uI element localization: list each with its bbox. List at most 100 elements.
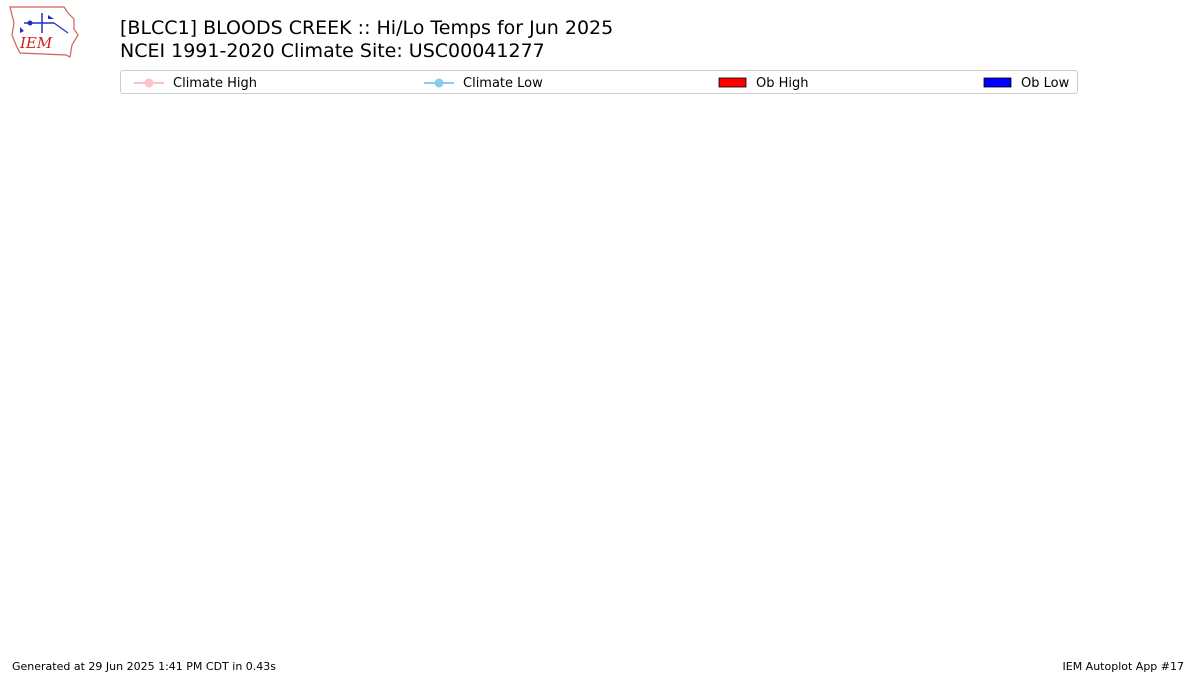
y-tick-label: 30	[96, 571, 113, 586]
ob-high-label: 79	[667, 127, 684, 142]
ob-high-label: 75	[347, 163, 364, 178]
ob-low-bar	[775, 567, 786, 609]
climate-high-point	[643, 189, 653, 199]
ob-high-label: 78	[379, 136, 396, 151]
ob-high-bar	[126, 196, 137, 609]
ob-low-bar	[999, 391, 1010, 609]
x-tick-label: 10	[416, 616, 433, 631]
ob-low-bar	[423, 382, 434, 609]
ob-high-label: 62	[731, 277, 748, 292]
ob-high-bar	[862, 240, 873, 609]
legend-swatch-ob-low	[983, 77, 1012, 88]
ob-high-bar	[830, 276, 841, 609]
climate-low-line	[135, 373, 1065, 444]
climate-low-point	[323, 425, 333, 435]
ob-low-bar	[935, 426, 946, 609]
weekend-band	[312, 100, 344, 608]
ob-high-label: 70	[475, 207, 492, 222]
ob-low-label: 55	[394, 339, 411, 354]
climate-low-point	[867, 385, 877, 395]
ob-low-label: 44	[842, 436, 859, 451]
ob-low-bar	[743, 497, 754, 609]
ob-low-label: 47	[906, 410, 923, 425]
ob-high-label: 61	[795, 286, 812, 301]
ob-low-bar	[711, 435, 722, 609]
climate-low-point	[515, 412, 525, 422]
ob-low-label: 53	[1034, 357, 1051, 372]
climate-high-point	[963, 159, 973, 169]
ob-high-label: 73	[123, 180, 140, 195]
x-tick-label: 19	[704, 616, 721, 631]
climate-low-point	[643, 402, 653, 412]
y-axis-label: Temperature °F	[69, 304, 84, 405]
climate-low-point	[419, 418, 429, 428]
climate-high-line	[135, 153, 1065, 243]
ob-high-bar	[990, 152, 1001, 609]
ob-low-bar	[359, 373, 370, 609]
ob-high-bar	[350, 179, 361, 609]
ob-high-bar	[542, 223, 553, 609]
climate-low-point	[547, 410, 557, 420]
ob-low-bar	[1031, 373, 1042, 609]
x-tick-label: 9	[388, 616, 396, 631]
climate-low-point	[995, 374, 1005, 384]
x-tick-label: 27	[960, 616, 977, 631]
ob-low-label: 52	[426, 366, 443, 381]
ob-low-label: 47	[298, 410, 315, 425]
x-tick-label: 12	[480, 616, 497, 631]
ob-low-label: 32	[810, 542, 827, 557]
ob-low-bar	[871, 452, 882, 609]
ob-low-label: 46	[266, 419, 283, 434]
x-tick-label: 11	[448, 616, 465, 631]
climate-high-point	[995, 156, 1005, 166]
ob-high-label: 72	[187, 189, 204, 204]
climate-low-point	[899, 382, 909, 392]
x-tick-label: 7	[324, 616, 332, 631]
ob-low-label: 31	[778, 551, 795, 566]
ob-low-bar	[839, 452, 850, 609]
ob-high-label: 69	[251, 216, 268, 231]
legend-item-climate-high: Climate High	[133, 74, 257, 92]
ob-low-label: 44	[586, 436, 603, 451]
ob-low-bar	[679, 373, 690, 609]
ob-low-bar	[647, 444, 658, 609]
y-tick-label: 50	[96, 394, 113, 409]
ob-high-label: 74	[699, 171, 716, 186]
x-tick-label: 5	[260, 616, 268, 631]
ob-low-label: 49	[202, 392, 219, 407]
ob-low-label: 51	[138, 375, 155, 390]
ob-high-label: 72	[891, 189, 908, 204]
weekend-band	[344, 100, 376, 608]
climate-low-point	[675, 400, 685, 410]
ob-low-bar	[295, 426, 306, 609]
ob-low-label: 39	[746, 481, 763, 496]
climate-high-point	[419, 210, 429, 220]
ob-high-bar	[734, 293, 745, 609]
ob-high-bar	[414, 161, 425, 609]
ob-low-bar	[583, 452, 594, 609]
climate-high-point	[323, 219, 333, 229]
iem-logo: IEM	[9, 6, 79, 58]
ob-high-bar	[222, 214, 233, 609]
ob-high-bar	[926, 205, 937, 609]
climate-high-point	[547, 197, 557, 207]
climate-high-point	[131, 236, 141, 246]
x-tick-label: 21	[768, 616, 785, 631]
climate-high-point	[195, 230, 205, 240]
climate-low-point	[195, 433, 205, 443]
ob-low-bar	[199, 408, 210, 609]
ob-low-label: 42	[522, 454, 539, 469]
weekend-shading	[120, 100, 1048, 608]
ob-high-bar	[702, 187, 713, 609]
climate-low-point	[579, 408, 589, 418]
ob-low-bar	[967, 417, 978, 609]
ob-low-label: 46	[618, 419, 635, 434]
ob-low-bar	[327, 408, 338, 609]
x-tick-label: 3	[196, 616, 204, 631]
ob-high-label: 77	[411, 145, 428, 160]
x-tick-label: 16	[608, 616, 625, 631]
ob-high-label: 78	[987, 136, 1004, 151]
ob-high-bar	[574, 205, 585, 609]
ob-low-bar	[903, 426, 914, 609]
